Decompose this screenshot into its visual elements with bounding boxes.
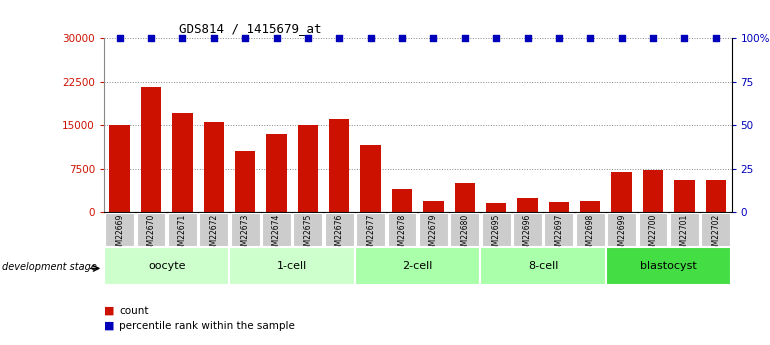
Bar bbox=[325, 213, 353, 246]
Bar bbox=[105, 213, 134, 246]
Bar bbox=[480, 247, 606, 285]
Point bbox=[490, 35, 502, 41]
Point bbox=[647, 35, 659, 41]
Bar bbox=[606, 247, 732, 285]
Bar bbox=[293, 213, 323, 246]
Point bbox=[427, 35, 440, 41]
Bar bbox=[136, 213, 166, 246]
Bar bbox=[580, 200, 601, 212]
Text: 2-cell: 2-cell bbox=[403, 261, 433, 270]
Bar bbox=[387, 213, 417, 246]
Text: ■: ■ bbox=[104, 321, 115, 331]
Point bbox=[396, 35, 408, 41]
Text: GSM22696: GSM22696 bbox=[523, 214, 532, 255]
Bar bbox=[482, 213, 511, 246]
Bar bbox=[675, 180, 695, 212]
Bar bbox=[235, 151, 256, 212]
Point bbox=[521, 35, 534, 41]
Text: ■: ■ bbox=[104, 306, 115, 315]
Text: GSM22698: GSM22698 bbox=[586, 214, 594, 255]
Bar bbox=[517, 198, 537, 212]
Text: GSM22676: GSM22676 bbox=[335, 214, 343, 255]
Text: GSM22675: GSM22675 bbox=[303, 214, 313, 255]
Text: GSM22678: GSM22678 bbox=[397, 214, 407, 255]
Bar bbox=[360, 145, 381, 212]
Text: 1-cell: 1-cell bbox=[277, 261, 307, 270]
Point bbox=[176, 35, 189, 41]
Text: GSM22677: GSM22677 bbox=[367, 214, 375, 255]
Text: oocyte: oocyte bbox=[148, 261, 186, 270]
Bar bbox=[670, 213, 699, 246]
Point bbox=[710, 35, 722, 41]
Bar bbox=[199, 213, 228, 246]
Point bbox=[333, 35, 346, 41]
Text: GSM22699: GSM22699 bbox=[618, 214, 626, 255]
Bar bbox=[231, 213, 259, 246]
Bar bbox=[549, 202, 569, 212]
Bar bbox=[172, 114, 192, 212]
Point bbox=[678, 35, 691, 41]
Bar bbox=[262, 213, 291, 246]
Bar bbox=[229, 247, 355, 285]
Bar bbox=[419, 213, 448, 246]
Text: GDS814 / 1415679_at: GDS814 / 1415679_at bbox=[179, 22, 322, 36]
Bar bbox=[643, 170, 663, 212]
Point bbox=[270, 35, 283, 41]
Text: GSM22672: GSM22672 bbox=[209, 214, 218, 255]
Bar bbox=[701, 213, 730, 246]
Bar bbox=[576, 213, 604, 246]
Bar bbox=[329, 119, 350, 212]
Bar bbox=[266, 134, 286, 212]
Point bbox=[113, 35, 126, 41]
Bar bbox=[450, 213, 479, 246]
Bar bbox=[608, 213, 636, 246]
Point bbox=[208, 35, 220, 41]
Bar bbox=[424, 200, 444, 212]
Bar bbox=[168, 213, 197, 246]
Text: GSM22702: GSM22702 bbox=[711, 214, 720, 255]
Text: count: count bbox=[119, 306, 149, 315]
Bar bbox=[357, 213, 385, 246]
Bar bbox=[104, 247, 229, 285]
Text: development stage: development stage bbox=[2, 263, 97, 272]
Bar bbox=[544, 213, 574, 246]
Text: GSM22680: GSM22680 bbox=[460, 214, 469, 255]
Bar bbox=[705, 180, 726, 212]
Point bbox=[553, 35, 565, 41]
Point bbox=[239, 35, 251, 41]
Text: GSM22674: GSM22674 bbox=[272, 214, 281, 255]
Text: GSM22697: GSM22697 bbox=[554, 214, 564, 255]
Point bbox=[615, 35, 628, 41]
Bar bbox=[141, 87, 161, 212]
Bar bbox=[109, 125, 130, 212]
Point bbox=[145, 35, 157, 41]
Text: GSM22669: GSM22669 bbox=[116, 214, 124, 255]
Bar bbox=[454, 183, 475, 212]
Text: blastocyst: blastocyst bbox=[641, 261, 697, 270]
Text: GSM22679: GSM22679 bbox=[429, 214, 438, 255]
Point bbox=[364, 35, 377, 41]
Text: GSM22701: GSM22701 bbox=[680, 214, 689, 255]
Text: GSM22695: GSM22695 bbox=[492, 214, 501, 255]
Point bbox=[459, 35, 471, 41]
Bar bbox=[392, 189, 412, 212]
Bar bbox=[355, 247, 480, 285]
Bar bbox=[513, 213, 542, 246]
Text: percentile rank within the sample: percentile rank within the sample bbox=[119, 321, 295, 331]
Text: GSM22673: GSM22673 bbox=[241, 214, 249, 255]
Text: GSM22670: GSM22670 bbox=[146, 214, 156, 255]
Bar bbox=[611, 171, 632, 212]
Text: GSM22671: GSM22671 bbox=[178, 214, 187, 255]
Text: 8-cell: 8-cell bbox=[528, 261, 558, 270]
Point bbox=[302, 35, 314, 41]
Bar bbox=[486, 204, 507, 212]
Bar bbox=[203, 122, 224, 212]
Point bbox=[584, 35, 597, 41]
Bar bbox=[638, 213, 668, 246]
Bar bbox=[298, 125, 318, 212]
Text: GSM22700: GSM22700 bbox=[648, 214, 658, 255]
